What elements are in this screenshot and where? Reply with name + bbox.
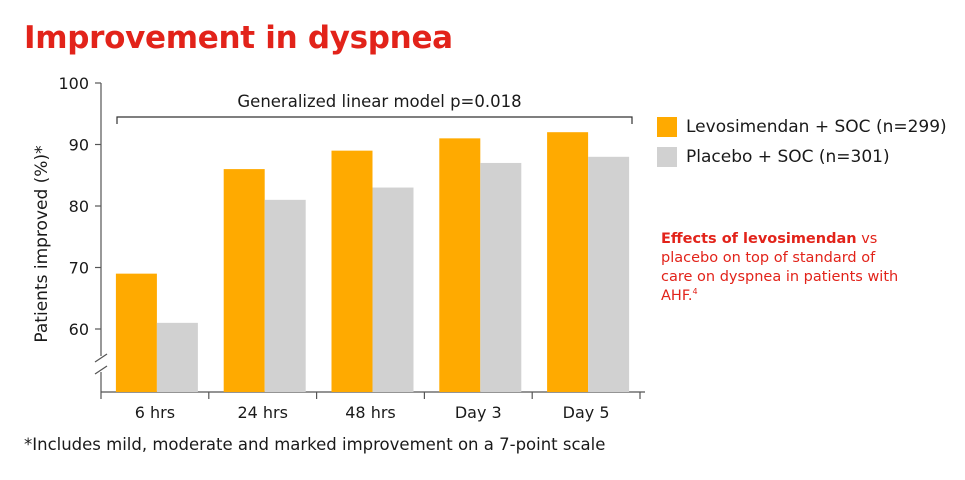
x-tick-label: Day 5 <box>563 403 610 422</box>
x-tick-label: 24 hrs <box>237 403 288 422</box>
callout-reference: 4 <box>692 287 698 297</box>
legend-item-levosimendan: Levosimendan + SOC (n=299) <box>657 112 947 142</box>
callout-text: Effects of levosimendan vs placebo on to… <box>661 230 901 306</box>
y-tick-label: 60 <box>69 320 89 339</box>
legend-item-placebo: Placebo + SOC (n=301) <box>657 142 947 172</box>
x-tick-label: Day 3 <box>455 403 502 422</box>
y-tick-label: 100 <box>58 74 89 93</box>
bar-levosimendan <box>115 273 157 392</box>
bar-levosimendan <box>547 132 589 392</box>
bar-levosimendan <box>439 138 481 392</box>
significance-bracket <box>116 116 633 124</box>
bar-placebo <box>372 187 414 392</box>
significance-annotation: Generalized linear model p=0.018 <box>237 92 521 111</box>
callout-body-text: vs placebo on top of standard of care on… <box>661 231 899 304</box>
axis-break-mark <box>94 365 108 375</box>
y-tick-label: 70 <box>69 259 89 278</box>
bar-levosimendan <box>331 150 373 392</box>
bar-placebo <box>588 156 630 392</box>
chart-legend: Levosimendan + SOC (n=299) Placebo + SOC… <box>657 112 947 172</box>
x-tick-label: 48 hrs <box>345 403 396 422</box>
y-tick-label: 90 <box>69 136 89 155</box>
y-axis-title: Patients improved (%)* <box>32 145 52 342</box>
page-title: Improvement in dyspnea <box>24 20 453 56</box>
footnote: *Includes mild, moderate and marked impr… <box>24 435 606 454</box>
x-tick-label: 6 hrs <box>135 403 175 422</box>
bar-levosimendan <box>223 169 265 392</box>
legend-swatch-levosimendan <box>657 117 677 137</box>
y-tick-label: 80 <box>69 197 89 216</box>
legend-label-levosimendan: Levosimendan + SOC (n=299) <box>686 117 947 137</box>
bar-placebo <box>264 199 306 392</box>
callout-bold-text: Effects of levosimendan <box>661 231 857 247</box>
bar-placebo <box>156 322 198 392</box>
legend-label-placebo: Placebo + SOC (n=301) <box>686 147 890 167</box>
axis-break-mark <box>94 353 108 363</box>
bar-placebo <box>480 162 522 392</box>
legend-swatch-placebo <box>657 147 677 167</box>
